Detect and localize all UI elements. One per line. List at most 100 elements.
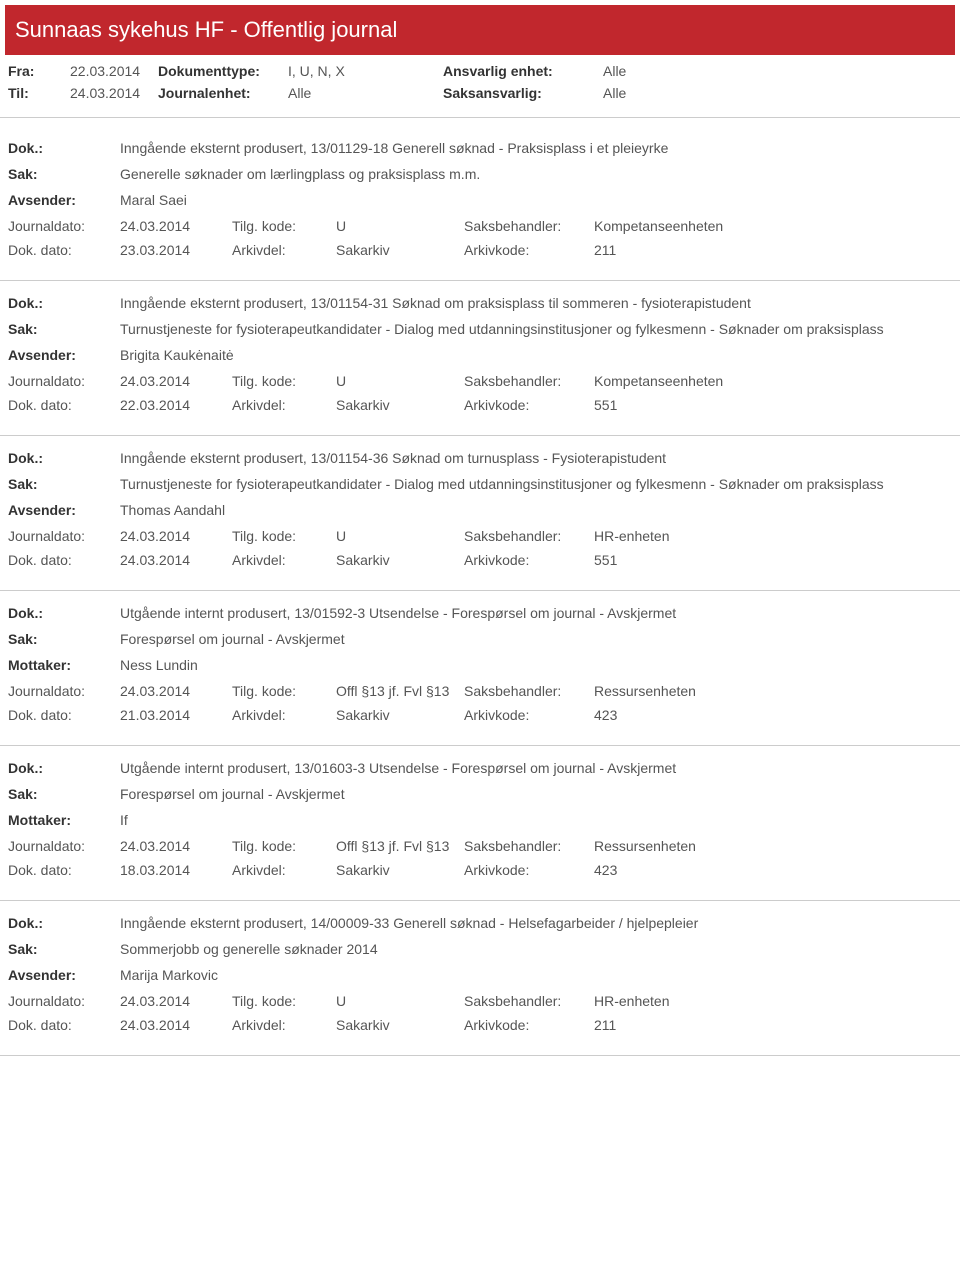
- filter-row: Fra: 22.03.2014 Dokumenttype: I, U, N, X…: [8, 63, 952, 79]
- arkivdel-label: Arkivdel:: [232, 242, 336, 258]
- journaldato-value: 24.03.2014: [120, 373, 232, 389]
- sak-row: Sak: Turnustjeneste for fysioterapeutkan…: [8, 476, 952, 492]
- journaldato-value: 24.03.2014: [120, 218, 232, 234]
- party-row: Avsender: Thomas Aandahl: [8, 502, 952, 518]
- saksbehandler-label: Saksbehandler:: [464, 838, 594, 854]
- saksbehandler-value: Ressursenheten: [594, 683, 952, 699]
- sak-value: Turnustjeneste for fysioterapeutkandidat…: [120, 476, 952, 492]
- dok-row: Dok.: Utgående internt produsert, 13/016…: [8, 760, 952, 776]
- sak-label: Sak:: [8, 941, 120, 957]
- arkivkode-value: 551: [594, 397, 952, 413]
- tilgkode-label: Tilg. kode:: [232, 373, 336, 389]
- journaldato-value: 24.03.2014: [120, 683, 232, 699]
- sak-row: Sak: Generelle søknader om lærlingplass …: [8, 166, 952, 182]
- tilgkode-value: Offl §13 jf. Fvl §13: [336, 683, 464, 699]
- arkivdel-value: Sakarkiv: [336, 707, 464, 723]
- party-value: If: [120, 812, 952, 828]
- party-label: Mottaker:: [8, 657, 120, 673]
- sak-row: Sak: Turnustjeneste for fysioterapeutkan…: [8, 321, 952, 337]
- meta-row-2: Dok. dato: 18.03.2014 Arkivdel: Sakarkiv…: [8, 862, 952, 878]
- page-header: Sunnaas sykehus HF - Offentlig journal: [5, 5, 955, 55]
- tilgkode-value: U: [336, 218, 464, 234]
- saksbehandler-label: Saksbehandler:: [464, 373, 594, 389]
- saksbehandler-label: Saksbehandler:: [464, 683, 594, 699]
- dokdato-value: 24.03.2014: [120, 1017, 232, 1033]
- saksbehandler-label: Saksbehandler:: [464, 528, 594, 544]
- meta-row-1: Journaldato: 24.03.2014 Tilg. kode: U Sa…: [8, 528, 952, 544]
- dokdato-label: Dok. dato:: [8, 397, 120, 413]
- party-value: Brigita Kaukėnaitė: [120, 347, 952, 363]
- party-row: Avsender: Marija Markovic: [8, 967, 952, 983]
- party-row: Mottaker: Ness Lundin: [8, 657, 952, 673]
- sak-value: Turnustjeneste for fysioterapeutkandidat…: [120, 321, 952, 337]
- journaldato-label: Journaldato:: [8, 528, 120, 544]
- journaldato-label: Journaldato:: [8, 993, 120, 1009]
- tilgkode-label: Tilg. kode:: [232, 993, 336, 1009]
- dok-value: Utgående internt produsert, 13/01592-3 U…: [120, 605, 952, 621]
- meta-row-2: Dok. dato: 23.03.2014 Arkivdel: Sakarkiv…: [8, 242, 952, 258]
- page-title: Sunnaas sykehus HF - Offentlig journal: [15, 17, 945, 43]
- dokdato-value: 24.03.2014: [120, 552, 232, 568]
- saksbehandler-value: Kompetanseenheten: [594, 373, 952, 389]
- tilgkode-value: U: [336, 528, 464, 544]
- arkivkode-label: Arkivkode:: [464, 552, 594, 568]
- doktype-value: I, U, N, X: [288, 63, 443, 79]
- arkivkode-label: Arkivkode:: [464, 242, 594, 258]
- saksbehandler-label: Saksbehandler:: [464, 993, 594, 1009]
- sak-value: Forespørsel om journal - Avskjermet: [120, 631, 952, 647]
- dok-label: Dok.:: [8, 915, 120, 931]
- filter-panel: Fra: 22.03.2014 Dokumenttype: I, U, N, X…: [0, 63, 960, 118]
- doktype-label: Dokumenttype:: [158, 63, 288, 79]
- sak-label: Sak:: [8, 631, 120, 647]
- dok-value: Inngående eksternt produsert, 14/00009-3…: [120, 915, 952, 931]
- fra-label: Fra:: [8, 63, 70, 79]
- meta-row-2: Dok. dato: 21.03.2014 Arkivdel: Sakarkiv…: [8, 707, 952, 723]
- journal-entry: Dok.: Inngående eksternt produsert, 14/0…: [0, 901, 960, 1056]
- meta-row-1: Journaldato: 24.03.2014 Tilg. kode: Offl…: [8, 683, 952, 699]
- dokdato-label: Dok. dato:: [8, 242, 120, 258]
- meta-row-1: Journaldato: 24.03.2014 Tilg. kode: Offl…: [8, 838, 952, 854]
- meta-row-1: Journaldato: 24.03.2014 Tilg. kode: U Sa…: [8, 218, 952, 234]
- dokdato-value: 23.03.2014: [120, 242, 232, 258]
- sak-value: Forespørsel om journal - Avskjermet: [120, 786, 952, 802]
- dok-row: Dok.: Inngående eksternt produsert, 13/0…: [8, 295, 952, 311]
- sak-row: Sak: Forespørsel om journal - Avskjermet: [8, 631, 952, 647]
- arkivdel-value: Sakarkiv: [336, 397, 464, 413]
- dok-row: Dok.: Inngående eksternt produsert, 13/0…: [8, 140, 952, 156]
- ansvarlig-label: Ansvarlig enhet:: [443, 63, 603, 79]
- tilgkode-value: U: [336, 373, 464, 389]
- arkivdel-value: Sakarkiv: [336, 242, 464, 258]
- party-value: Maral Saei: [120, 192, 952, 208]
- arkivdel-label: Arkivdel:: [232, 1017, 336, 1033]
- meta-row-2: Dok. dato: 24.03.2014 Arkivdel: Sakarkiv…: [8, 1017, 952, 1033]
- dok-label: Dok.:: [8, 295, 120, 311]
- party-row: Avsender: Brigita Kaukėnaitė: [8, 347, 952, 363]
- party-value: Ness Lundin: [120, 657, 952, 673]
- sak-value: Generelle søknader om lærlingplass og pr…: [120, 166, 952, 182]
- dok-row: Dok.: Inngående eksternt produsert, 13/0…: [8, 450, 952, 466]
- journaldato-label: Journaldato:: [8, 218, 120, 234]
- arkivkode-value: 211: [594, 242, 952, 258]
- meta-row-1: Journaldato: 24.03.2014 Tilg. kode: U Sa…: [8, 993, 952, 1009]
- arkivkode-value: 211: [594, 1017, 952, 1033]
- journal-entry: Dok.: Inngående eksternt produsert, 13/0…: [0, 436, 960, 591]
- meta-row-2: Dok. dato: 22.03.2014 Arkivdel: Sakarkiv…: [8, 397, 952, 413]
- sak-row: Sak: Forespørsel om journal - Avskjermet: [8, 786, 952, 802]
- arkivkode-value: 551: [594, 552, 952, 568]
- dok-row: Dok.: Inngående eksternt produsert, 14/0…: [8, 915, 952, 931]
- dokdato-label: Dok. dato:: [8, 1017, 120, 1033]
- arkivkode-label: Arkivkode:: [464, 397, 594, 413]
- party-label: Avsender:: [8, 502, 120, 518]
- tilgkode-value: Offl §13 jf. Fvl §13: [336, 838, 464, 854]
- party-value: Marija Markovic: [120, 967, 952, 983]
- party-label: Avsender:: [8, 192, 120, 208]
- party-label: Mottaker:: [8, 812, 120, 828]
- journal-entry: Dok.: Inngående eksternt produsert, 13/0…: [0, 281, 960, 436]
- party-row: Mottaker: If: [8, 812, 952, 828]
- dokdato-value: 22.03.2014: [120, 397, 232, 413]
- journaldato-value: 24.03.2014: [120, 838, 232, 854]
- arkivdel-label: Arkivdel:: [232, 552, 336, 568]
- saksbehandler-value: Ressursenheten: [594, 838, 952, 854]
- tilgkode-label: Tilg. kode:: [232, 683, 336, 699]
- tilgkode-label: Tilg. kode:: [232, 528, 336, 544]
